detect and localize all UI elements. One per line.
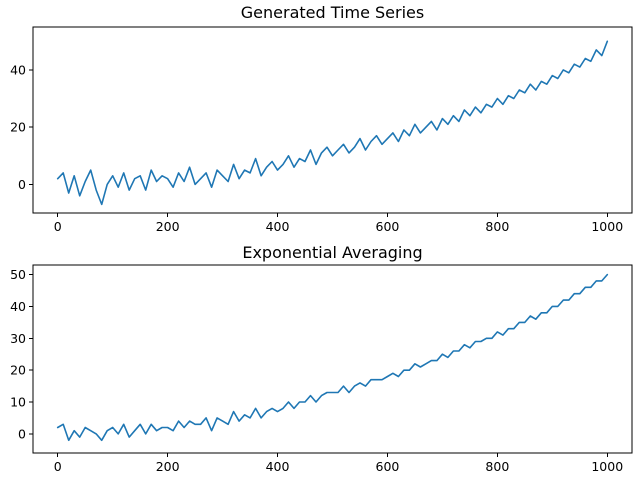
axes-2-xtick-label: 400 <box>266 459 290 474</box>
axes-1-xtick-label: 800 <box>485 219 509 234</box>
axes-1-ytick-label: 40 <box>10 62 26 77</box>
axes-2-series-line <box>56 273 609 442</box>
axes-2-xticks: 0 200 400 600 800 1000 <box>54 453 623 474</box>
axes-2-xtick-label: 600 <box>376 459 400 474</box>
axes-2-xtick-label: 200 <box>156 459 180 474</box>
axes-1-xtick-label: 1000 <box>591 219 623 234</box>
axes-2-xtick-label: 800 <box>485 459 509 474</box>
axes-2-frame <box>32 264 633 454</box>
axes-2-ytick-label: 10 <box>10 395 26 410</box>
axes-1-xtick-label: 600 <box>376 219 400 234</box>
axes-2-xtick-label: 1000 <box>591 459 623 474</box>
axes-2-ytick-label: 40 <box>10 299 26 314</box>
axes-1-series-line <box>56 40 609 206</box>
axes-2-yticks: 0 10 20 30 40 50 <box>10 267 33 441</box>
axes-2: Exponential Averaging 0 200 400 600 800 1000 … <box>10 243 633 474</box>
axes-1-xtick-label: 400 <box>266 219 290 234</box>
axes-2-xtick-label: 0 <box>54 459 62 474</box>
axes-1-ytick-label: 20 <box>10 120 26 135</box>
axes-1-xticks: 0 200 400 600 800 1000 <box>54 213 623 234</box>
axes-2-ytick-label: 20 <box>10 363 26 378</box>
axes-1-frame <box>32 26 633 214</box>
axes-2-ytick-label: 0 <box>18 426 26 441</box>
axes-1: Generated Time Series 0 200 400 600 800 1000 … <box>10 3 633 234</box>
axes-1-title: Generated Time Series <box>241 3 424 22</box>
axes-1-ytick-label: 0 <box>18 177 26 192</box>
axes-1-yticks: 0 20 40 <box>10 62 33 192</box>
axes-1-xtick-label: 0 <box>54 219 62 234</box>
axes-2-title: Exponential Averaging <box>242 243 422 262</box>
axes-2-ytick-label: 50 <box>10 267 26 282</box>
axes-2-ytick-label: 30 <box>10 331 26 346</box>
axes-1-xtick-label: 200 <box>156 219 180 234</box>
